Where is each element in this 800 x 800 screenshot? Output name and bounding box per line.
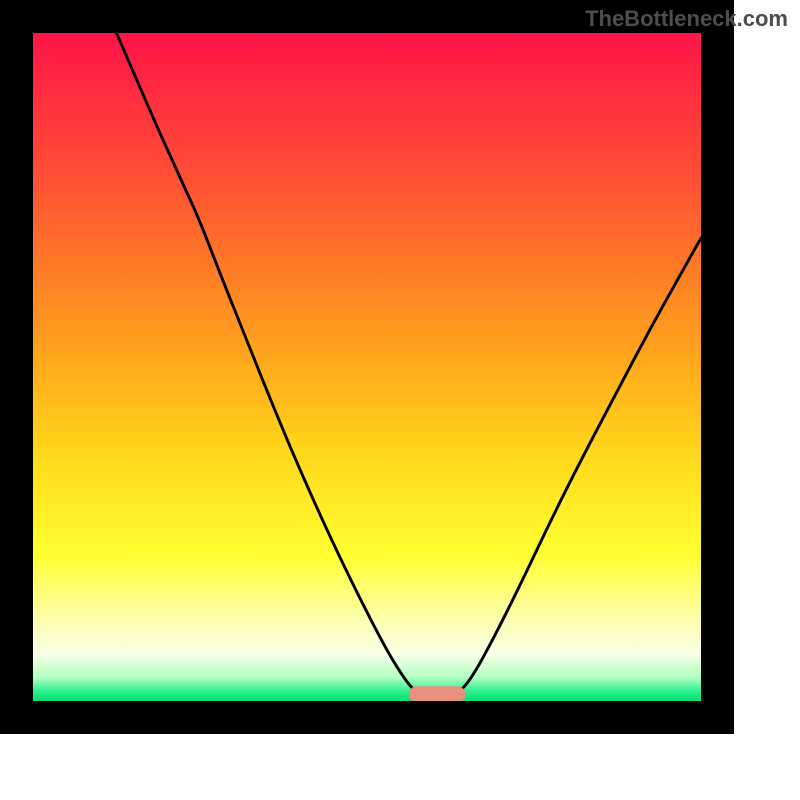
dip-marker	[409, 686, 466, 701]
chart-container: TheBottleneck.com	[0, 0, 800, 800]
watermark-text: TheBottleneck.com	[585, 6, 788, 32]
bottleneck-curve	[33, 33, 701, 701]
plot-frame	[0, 0, 734, 734]
